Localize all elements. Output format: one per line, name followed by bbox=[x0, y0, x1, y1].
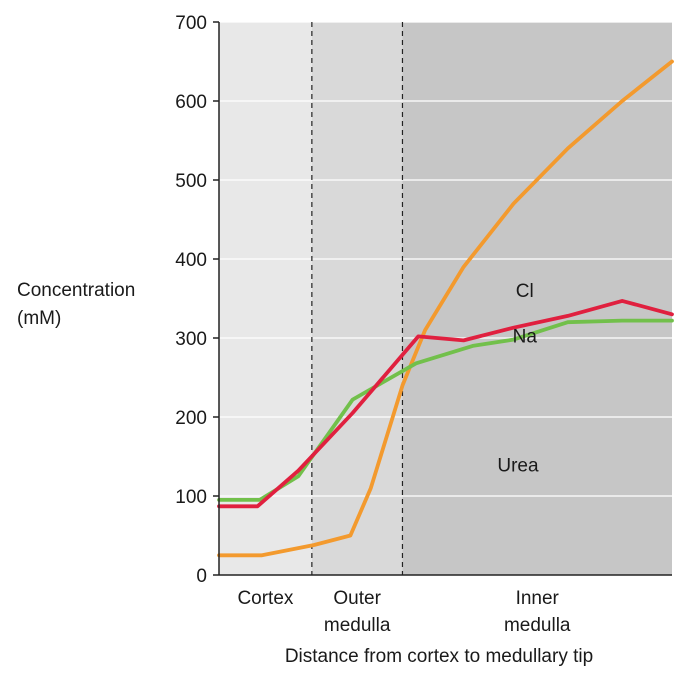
series-line-na bbox=[217, 298, 674, 509]
series-label-cl: Cl bbox=[516, 281, 534, 302]
gridlines bbox=[219, 21, 672, 497]
x-axis-label: Distance from cortex to medullary tip bbox=[285, 646, 593, 667]
axes bbox=[213, 21, 672, 576]
y-tick-label-300: 300 bbox=[175, 329, 207, 350]
y-tick-labels: 0 100 200 300 400 500 600 700 bbox=[175, 13, 207, 587]
y-tick-label-0: 0 bbox=[196, 566, 207, 587]
region-band-2 bbox=[402, 22, 672, 575]
y-axis-label-line-2: (mM) bbox=[17, 308, 61, 329]
y-tick-label-700: 700 bbox=[175, 13, 207, 34]
series-lines bbox=[217, 59, 674, 558]
y-axis-label-line-1: Concentration bbox=[17, 280, 135, 301]
y-tick-label-400: 400 bbox=[175, 250, 207, 271]
region-label-1-1: medulla bbox=[324, 615, 391, 636]
series-labels: Urea Na Cl bbox=[497, 281, 539, 477]
region-label-0-0: Cortex bbox=[237, 588, 293, 609]
series-label-na: Na bbox=[513, 327, 538, 348]
region-band-1 bbox=[311, 22, 403, 575]
kidney-region-bands bbox=[219, 22, 672, 575]
region-label-2-1: medulla bbox=[504, 615, 571, 636]
region-labels: Cortex Outer medulla Inner medulla bbox=[237, 588, 570, 636]
y-tick-label-200: 200 bbox=[175, 408, 207, 429]
y-tick-label-100: 100 bbox=[175, 487, 207, 508]
region-band-0 bbox=[219, 22, 312, 575]
region-dividers bbox=[311, 22, 404, 575]
region-label-2-0: Inner bbox=[516, 588, 560, 609]
region-label-1-0: Outer bbox=[333, 588, 381, 609]
y-tick-label-500: 500 bbox=[175, 171, 207, 192]
series-label-urea: Urea bbox=[497, 455, 539, 476]
series-line-urea bbox=[217, 59, 674, 558]
y-tick-label-600: 600 bbox=[175, 92, 207, 113]
